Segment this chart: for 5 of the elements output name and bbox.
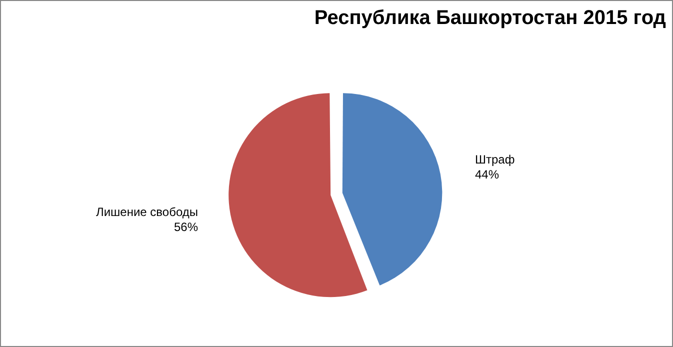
data-label: 56% xyxy=(174,220,198,234)
slice-label: Лишение свободы xyxy=(96,205,198,220)
slice-label: Штраф xyxy=(475,152,515,166)
chart-title: Республика Башкортостан 2015 год xyxy=(314,7,666,30)
data-label: 44% xyxy=(475,167,500,182)
